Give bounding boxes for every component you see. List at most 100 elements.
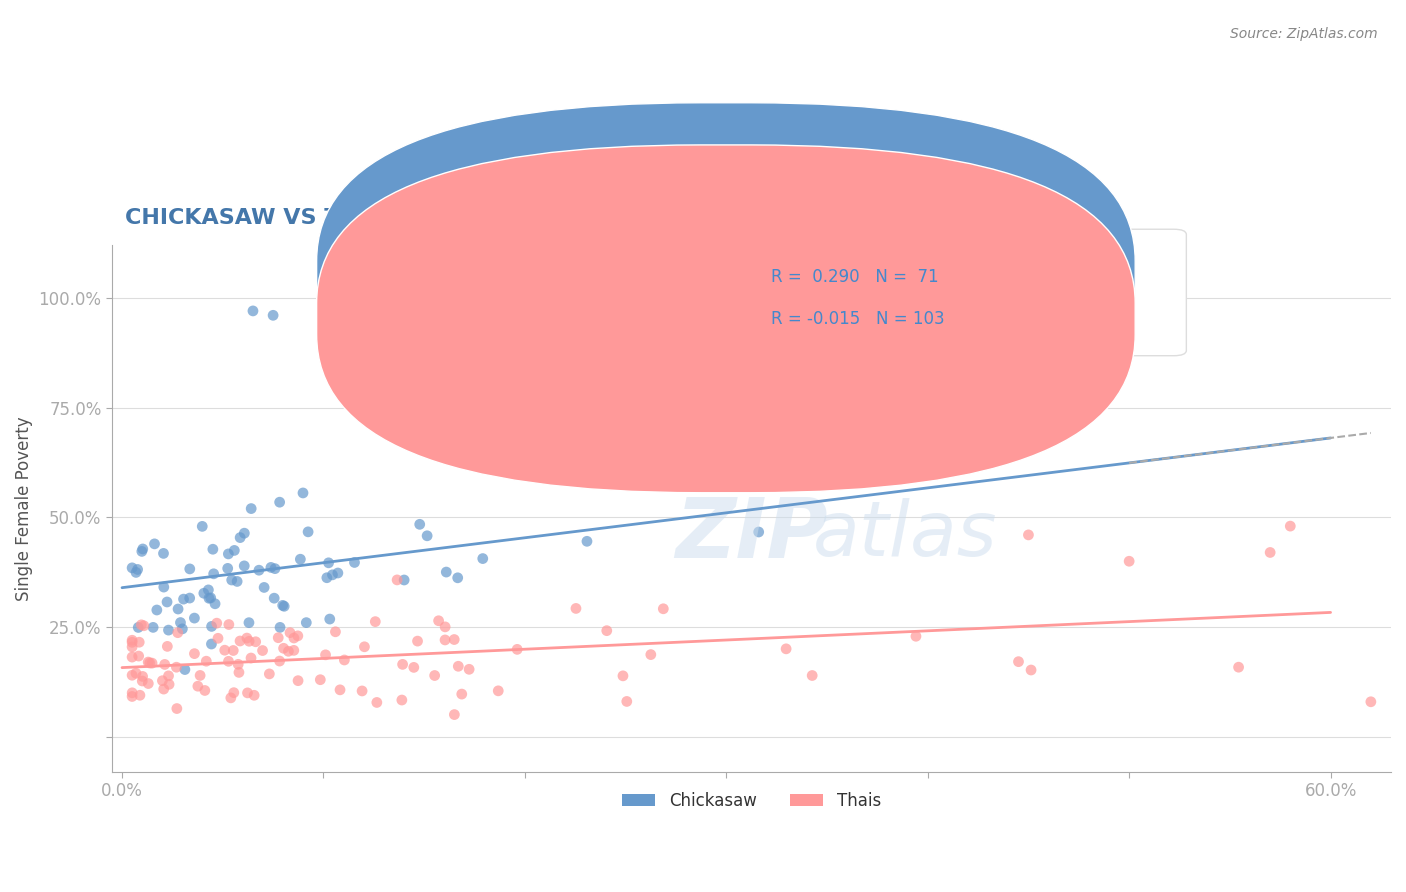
Point	[458, 662, 481, 676]
Point	[238, 615, 260, 630]
Point	[264, 561, 287, 575]
Point	[443, 707, 465, 722]
Point	[201, 542, 224, 557]
Point	[128, 648, 150, 663]
Point	[596, 624, 619, 638]
Point	[612, 669, 634, 683]
Point	[202, 566, 225, 581]
Point	[287, 673, 309, 688]
Point	[139, 656, 162, 670]
Point	[333, 653, 356, 667]
Point	[121, 640, 143, 654]
Point	[166, 625, 188, 640]
Point	[409, 517, 432, 532]
Point	[229, 531, 252, 545]
Point	[392, 573, 415, 587]
Point	[434, 632, 457, 647]
Point	[217, 547, 239, 561]
Point	[775, 641, 797, 656]
FancyBboxPatch shape	[316, 103, 1135, 450]
Point	[242, 304, 264, 318]
Point	[127, 562, 149, 576]
Point	[259, 666, 281, 681]
Text: R =  0.290   N =  71: R = 0.290 N = 71	[770, 268, 938, 285]
Point	[132, 619, 155, 633]
Point	[214, 643, 236, 657]
Point	[793, 477, 815, 491]
Point	[260, 560, 283, 574]
Point	[486, 683, 509, 698]
Point	[157, 623, 180, 637]
Point	[471, 551, 494, 566]
Point	[153, 657, 176, 672]
Point	[434, 565, 457, 579]
Point	[152, 580, 174, 594]
Point	[391, 657, 413, 672]
Point	[224, 543, 246, 558]
Point	[131, 669, 153, 683]
Point	[277, 644, 299, 658]
Point	[143, 537, 166, 551]
Point	[166, 701, 188, 715]
Point	[1017, 528, 1039, 542]
Point	[262, 308, 284, 322]
Point	[197, 582, 219, 597]
Point	[319, 612, 342, 626]
Point	[179, 562, 201, 576]
Point	[121, 561, 143, 575]
Point	[283, 631, 305, 645]
Point	[269, 620, 291, 634]
Point	[450, 687, 472, 701]
Point	[575, 534, 598, 549]
Point	[121, 686, 143, 700]
Point	[283, 643, 305, 657]
Point	[364, 615, 387, 629]
Point	[205, 616, 228, 631]
Point	[218, 654, 240, 668]
Point	[146, 603, 169, 617]
Point	[406, 634, 429, 648]
Point	[121, 668, 143, 682]
Point	[269, 654, 291, 668]
Point	[152, 546, 174, 560]
Point	[506, 642, 529, 657]
Point	[325, 624, 347, 639]
Point	[156, 595, 179, 609]
Point	[236, 686, 259, 700]
Point	[129, 688, 152, 702]
Point	[191, 519, 214, 533]
Point	[353, 640, 375, 654]
Point	[187, 679, 209, 693]
Point	[253, 581, 276, 595]
Point	[218, 617, 240, 632]
Point	[207, 632, 229, 646]
Point	[616, 694, 638, 708]
Point	[157, 677, 180, 691]
Point	[252, 643, 274, 657]
Point	[423, 668, 446, 682]
Point	[121, 633, 143, 648]
Point	[198, 591, 221, 606]
Point	[222, 686, 245, 700]
Point	[174, 663, 197, 677]
Point	[391, 693, 413, 707]
Point	[416, 529, 439, 543]
Point	[188, 668, 211, 682]
Point	[172, 622, 194, 636]
Point	[385, 573, 408, 587]
Point	[315, 571, 337, 585]
Point	[131, 673, 153, 688]
Point	[233, 526, 256, 541]
Text: Source: ZipAtlas.com: Source: ZipAtlas.com	[1230, 27, 1378, 41]
Point	[321, 567, 343, 582]
Point	[229, 634, 252, 648]
Point	[434, 620, 457, 634]
Point	[194, 683, 217, 698]
Point	[245, 634, 267, 648]
Point	[329, 682, 352, 697]
Point	[165, 660, 187, 674]
Point	[226, 657, 249, 672]
Point	[326, 566, 349, 580]
Point	[217, 561, 239, 575]
Point	[152, 682, 174, 697]
